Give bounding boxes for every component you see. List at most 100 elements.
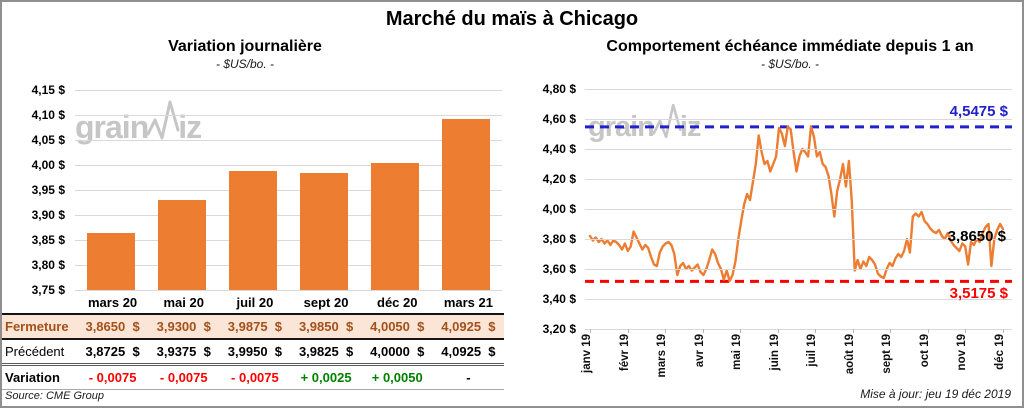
y-axis-label: 4,05 $ — [31, 133, 65, 147]
y-axis-label: 4,00 $ — [542, 202, 576, 216]
table-row-variation: Variation - 0,0075 - 0,0075 - 0,0075 + 0,002… — [2, 366, 504, 390]
variation-value-cell: - 0,0075 — [231, 370, 279, 385]
gridline — [75, 215, 502, 216]
gridline — [585, 179, 1012, 180]
x-axis-tick — [740, 329, 742, 333]
y-axis-label: 4,20 $ — [542, 172, 576, 186]
previous-value-cell: 3,9375 $ — [156, 344, 211, 359]
line-chart-subtitle: - $US/bo. - — [760, 57, 820, 71]
month-header-cell: juil 20 — [236, 295, 274, 310]
gridline — [75, 165, 502, 166]
bar-mars-20 — [86, 232, 135, 290]
gridline — [75, 190, 502, 191]
y-axis-label: 4,60 $ — [542, 112, 576, 126]
month-header-cell: mai 20 — [163, 295, 204, 310]
x-axis-tick — [1003, 329, 1004, 333]
bar-chart-title: Variation journalière — [168, 38, 322, 55]
bar-sept-20 — [300, 172, 349, 290]
x-axis-label: juil 19 — [806, 334, 819, 367]
gridline — [585, 329, 1012, 330]
variation-value-cell: - — [466, 370, 471, 385]
month-header-cell: déc 20 — [377, 295, 418, 310]
table-row-precedent: Précédent 3,8725 $ 3,9375 $ 3,9950 $ 3,9825 … — [2, 340, 504, 366]
front-month-price-line — [588, 125, 1005, 283]
close-value-cell: 3,9300 $ — [156, 319, 211, 334]
gridline — [585, 149, 1012, 150]
table-row-fermeture: Fermeture 3,8650 $ 3,9300 $ 3,9875 $ 3,9850 … — [2, 313, 504, 340]
price-line-chart — [585, 125, 1012, 283]
y-axis-label: 3,80 $ — [31, 258, 65, 272]
gridline — [75, 115, 502, 116]
close-value-cell: 3,8650 $ — [85, 319, 140, 334]
last-price-label: 3,8650 $ — [947, 228, 1006, 245]
x-axis-label: déc 19 — [994, 334, 1006, 370]
x-axis-label: mars 19 — [656, 334, 669, 378]
line-chart-title: Comportement échéance immédiate depuis 1… — [606, 38, 974, 55]
previous-value-cell: 4,0925 $ — [441, 344, 496, 359]
y-axis-label: 4,40 $ — [542, 142, 576, 156]
x-axis-label: oct 19 — [918, 334, 931, 368]
y-axis-label: 4,80 $ — [542, 82, 576, 96]
price-table: mars 20 mai 20 juil 20 sept 20 déc 20 mars 21… — [2, 292, 504, 390]
bar-juil-20 — [228, 171, 277, 290]
bar-mai-20 — [157, 200, 206, 290]
y-axis-label: 3,20 $ — [542, 322, 576, 336]
x-axis-label: août 19 — [843, 334, 856, 375]
x-axis-tick — [852, 329, 854, 333]
x-axis-label: mai 19 — [731, 334, 744, 370]
support-value-label: 3,5175 $ — [949, 285, 1008, 302]
close-value-cell: 3,9850 $ — [298, 319, 354, 334]
x-axis-tick — [965, 329, 967, 333]
gridline — [585, 89, 1012, 90]
x-axis-label: févr 19 — [618, 334, 631, 372]
gridline — [75, 240, 502, 241]
y-axis-label: 3,95 $ — [31, 183, 65, 197]
y-axis-label: 3,75 $ — [31, 283, 65, 297]
variation-value-cell: - 0,0075 — [88, 370, 137, 385]
x-axis-label: juin 19 — [768, 334, 781, 371]
y-axis-label: 3,80 $ — [542, 232, 576, 246]
y-axis-label: 3,60 $ — [542, 262, 576, 276]
previous-value-cell: 4,0000 $ — [370, 344, 425, 359]
close-value-cell: 4,0925 $ — [441, 319, 496, 334]
y-axis-label: 3,90 $ — [31, 208, 65, 222]
watermark-zigzag-icon — [146, 100, 180, 140]
gridline — [585, 119, 1012, 120]
variation-value-cell: - 0,0075 — [159, 370, 208, 385]
x-axis-label: sept 19 — [881, 334, 894, 374]
bar-déc-20 — [371, 162, 420, 290]
x-axis-tick — [627, 329, 629, 333]
resistance-value-label: 4,5475 $ — [949, 103, 1008, 120]
previous-value-cell: 3,9825 $ — [298, 344, 354, 359]
gridline — [585, 209, 1012, 210]
y-axis-label: 4,00 $ — [31, 158, 65, 172]
y-axis-label: 3,40 $ — [542, 292, 576, 306]
previous-value-cell: 3,9950 $ — [227, 344, 283, 359]
gridline — [75, 140, 502, 141]
bar-mars-21 — [442, 118, 491, 290]
y-axis-label: 3,85 $ — [31, 233, 65, 247]
month-header-cell: sept 20 — [303, 295, 349, 310]
gridline — [75, 90, 502, 91]
row-label: Fermeture — [5, 319, 69, 334]
y-axis-label: 4,10 $ — [31, 108, 65, 122]
month-header-cell: mars 21 — [443, 295, 493, 310]
variation-value-cell: + 0,0050 — [371, 370, 423, 385]
month-header-cell: mars 20 — [88, 295, 138, 310]
x-axis-label: nov 19 — [956, 334, 969, 371]
row-label: Variation — [5, 370, 60, 385]
page-title: Marché du maïs à Chicago — [385, 8, 639, 30]
grainwiz-watermark: grain iz — [75, 98, 202, 143]
gridline — [585, 299, 1012, 300]
x-axis-label: avr 19 — [693, 334, 706, 368]
x-axis-tick — [890, 329, 892, 333]
source-note: Source: CME Group — [5, 390, 105, 402]
x-axis-tick — [815, 329, 817, 333]
row-label: Précédent — [5, 344, 65, 359]
close-value-cell: 4,0050 $ — [370, 319, 425, 334]
x-axis-tick — [702, 329, 704, 333]
table-header-row: mars 20 mai 20 juil 20 sept 20 déc 20 mars 21 — [2, 292, 504, 313]
x-axis-tick — [665, 329, 667, 333]
bar-chart-plot-area: grain iz — [75, 90, 502, 291]
x-axis-tick — [590, 329, 591, 333]
